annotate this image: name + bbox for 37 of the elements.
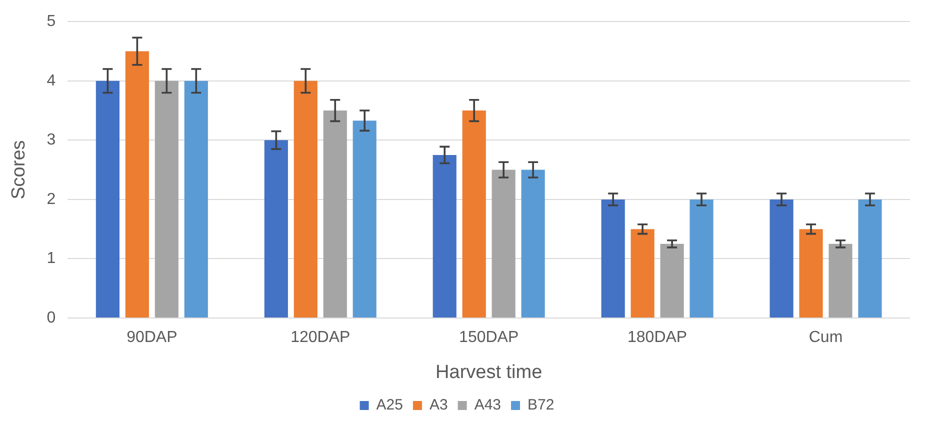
bar bbox=[96, 80, 120, 318]
legend-label: A3 bbox=[429, 396, 448, 414]
bar bbox=[154, 80, 178, 318]
y-tick-label: 2 bbox=[46, 190, 56, 208]
bar bbox=[323, 110, 347, 318]
bar bbox=[521, 170, 545, 318]
bar bbox=[125, 51, 149, 318]
bar bbox=[770, 199, 794, 318]
bar bbox=[492, 170, 516, 318]
y-tick-label: 5 bbox=[46, 13, 56, 30]
legend-label: B72 bbox=[528, 396, 554, 414]
bar bbox=[858, 199, 882, 318]
x-tick-label: 90DAP bbox=[126, 329, 178, 346]
bar bbox=[352, 120, 376, 318]
bar bbox=[294, 80, 318, 318]
y-tick-label: 0 bbox=[46, 309, 56, 326]
y-axis-title: Scores bbox=[8, 140, 30, 200]
bar bbox=[828, 244, 852, 318]
bar bbox=[264, 140, 288, 318]
y-tick-label: 3 bbox=[46, 132, 56, 149]
bar bbox=[184, 80, 208, 318]
y-tick-label: 1 bbox=[46, 250, 56, 268]
y-tick-label: 4 bbox=[46, 72, 56, 90]
legend-label: A43 bbox=[474, 396, 502, 414]
x-tick-label: 180DAP bbox=[628, 329, 688, 346]
bar bbox=[660, 244, 684, 318]
x-tick-label: 150DAP bbox=[459, 329, 519, 346]
x-tick-label: 120DAP bbox=[290, 329, 350, 346]
bar bbox=[690, 199, 714, 318]
bar bbox=[432, 154, 456, 318]
bar bbox=[462, 110, 486, 318]
x-tick-label: Cum bbox=[808, 329, 843, 346]
bar bbox=[630, 229, 654, 318]
legend-label: A25 bbox=[376, 396, 403, 414]
x-axis-title: Harvest time bbox=[436, 362, 542, 383]
bar bbox=[799, 229, 823, 318]
bar bbox=[601, 199, 625, 318]
